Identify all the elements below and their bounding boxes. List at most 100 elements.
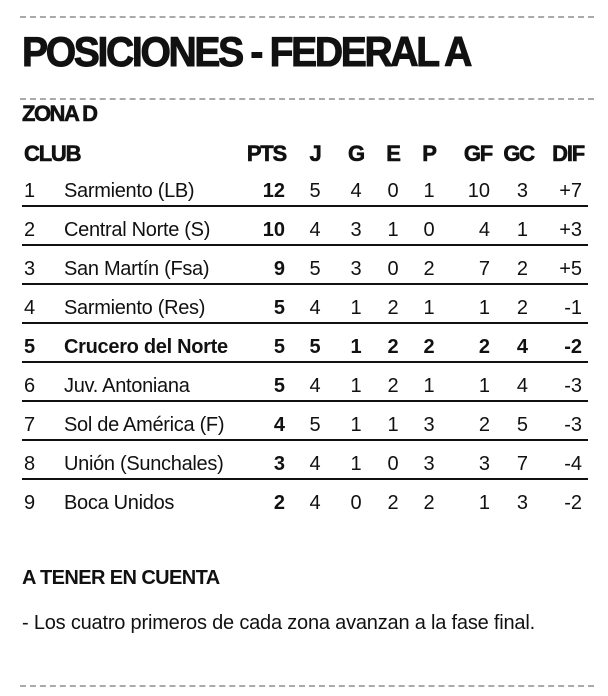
cell-rank: 8 [24, 453, 36, 475]
cell-gc: 1 [516, 219, 528, 241]
header-p: P [422, 141, 437, 167]
table-row: 8 Unión (Sunchales) 3 4 1 0 3 3 7 -4 [0, 445, 608, 484]
cell-gc: 3 [516, 492, 528, 514]
table-row: 5 Crucero del Norte 5 5 1 2 2 2 4 -2 [0, 328, 608, 367]
cell-g: 1 [350, 414, 362, 436]
cell-g: 0 [350, 492, 362, 514]
cell-p: 1 [423, 180, 435, 202]
cell-p: 3 [423, 414, 435, 436]
cell-j: 4 [309, 297, 321, 319]
cell-p: 2 [423, 336, 435, 358]
cell-pts: 5 [273, 297, 285, 319]
cell-gf: 4 [478, 219, 490, 241]
cell-club: Unión (Sunchales) [64, 453, 224, 475]
cell-e: 2 [387, 297, 399, 319]
cell-e: 0 [387, 258, 399, 280]
cell-p: 2 [423, 258, 435, 280]
cell-gc: 2 [516, 258, 528, 280]
cell-e: 1 [387, 414, 399, 436]
cell-j: 5 [309, 414, 321, 436]
table-row: 9 Boca Unidos 2 4 0 2 2 1 3 -2 [0, 484, 608, 523]
cell-g: 1 [350, 453, 362, 475]
top-divider [20, 16, 594, 18]
cell-rank: 1 [24, 180, 36, 202]
cell-j: 4 [309, 375, 321, 397]
cell-gf: 1 [478, 297, 490, 319]
cell-j: 4 [309, 492, 321, 514]
cell-gc: 5 [516, 414, 528, 436]
cell-rank: 2 [24, 219, 36, 241]
cell-dif: -2 [564, 492, 582, 514]
cell-pts: 9 [273, 258, 285, 280]
cell-gc: 2 [516, 297, 528, 319]
header-e: E [386, 141, 401, 167]
page-title: POSICIONES - FEDERAL A [22, 28, 473, 75]
table-row: 6 Juv. Antoniana 5 4 1 2 1 1 4 -3 [0, 367, 608, 406]
cell-gf: 2 [478, 414, 490, 436]
cell-j: 5 [309, 258, 321, 280]
cell-pts: 12 [262, 180, 285, 202]
cell-e: 1 [387, 219, 399, 241]
cell-j: 4 [309, 453, 321, 475]
cell-rank: 3 [24, 258, 36, 280]
table-row: 1 Sarmiento (LB) 12 5 4 0 1 10 3 +7 [0, 172, 608, 211]
cell-club: Central Norte (S) [64, 219, 211, 241]
cell-club: San Martín (Fsa) [64, 258, 210, 280]
cell-gf: 3 [478, 453, 490, 475]
cell-p: 1 [423, 297, 435, 319]
cell-rank: 6 [24, 375, 36, 397]
cell-gf: 2 [478, 336, 490, 358]
cell-j: 4 [309, 219, 321, 241]
table-row: 2 Central Norte (S) 10 4 3 1 0 4 1 +3 [0, 211, 608, 250]
cell-dif: +7 [559, 180, 582, 202]
header-club: CLUB [24, 141, 82, 167]
cell-rank: 7 [24, 414, 36, 436]
cell-pts: 4 [273, 414, 285, 436]
cell-g: 1 [350, 336, 362, 358]
header-j: J [309, 141, 322, 167]
cell-p: 1 [423, 375, 435, 397]
cell-gf: 1 [478, 492, 490, 514]
table-row: 7 Sol de América (F) 4 5 1 1 3 2 5 -3 [0, 406, 608, 445]
cell-club: Juv. Antoniana [64, 375, 190, 397]
cell-gc: 4 [516, 336, 528, 358]
cell-gc: 4 [516, 375, 528, 397]
cell-p: 0 [423, 219, 435, 241]
cell-club: Sarmiento (LB) [64, 180, 195, 202]
note-text: - Los cuatro primeros de cada zona avanz… [22, 612, 535, 634]
header-gc: GC [503, 141, 535, 167]
cell-p: 2 [423, 492, 435, 514]
cell-p: 3 [423, 453, 435, 475]
cell-dif: +3 [559, 219, 582, 241]
cell-e: 2 [387, 492, 399, 514]
cell-e: 2 [387, 375, 399, 397]
bottom-divider [20, 685, 594, 687]
cell-e: 0 [387, 453, 399, 475]
cell-j: 5 [309, 336, 321, 358]
cell-dif: -3 [564, 375, 582, 397]
cell-gc: 3 [516, 180, 528, 202]
table-header: CLUB PTS J G E P GF GC DIF [0, 141, 608, 169]
cell-rank: 5 [24, 336, 36, 358]
cell-gf: 7 [478, 258, 490, 280]
cell-club: Sarmiento (Res) [64, 297, 206, 319]
cell-club: Boca Unidos [64, 492, 175, 514]
cell-j: 5 [309, 180, 321, 202]
cell-dif: +5 [559, 258, 582, 280]
zone-heading: ZONA D [22, 101, 99, 127]
cell-g: 3 [350, 219, 362, 241]
cell-dif: -2 [564, 336, 582, 358]
cell-e: 0 [387, 180, 399, 202]
header-gf: GF [463, 141, 494, 167]
cell-club: Crucero del Norte [64, 336, 228, 358]
cell-g: 1 [350, 297, 362, 319]
header-pts: PTS [246, 141, 288, 167]
header-g: G [348, 141, 366, 167]
cell-g: 3 [350, 258, 362, 280]
cell-g: 1 [350, 375, 362, 397]
cell-pts: 5 [273, 375, 285, 397]
cell-dif: -4 [564, 453, 582, 475]
cell-gf: 1 [478, 375, 490, 397]
cell-pts: 10 [262, 219, 285, 241]
cell-gf: 10 [467, 180, 490, 202]
